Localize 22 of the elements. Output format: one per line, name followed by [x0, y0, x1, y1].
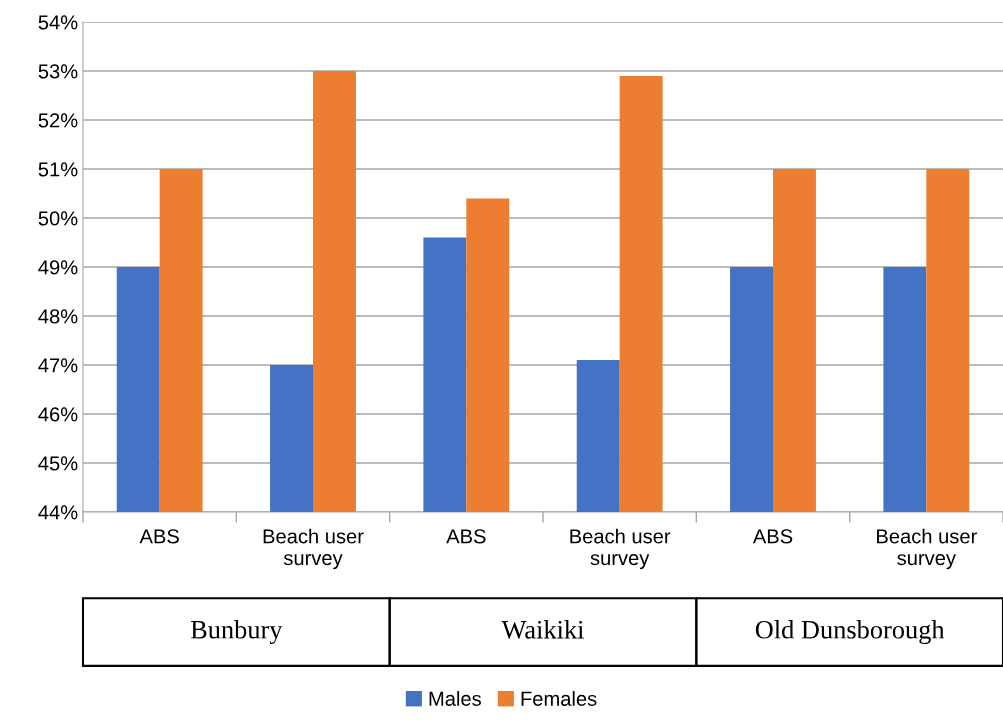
legend-label: Males: [429, 691, 481, 706]
text: Old Dunsborough: [755, 620, 945, 645]
y-tick-label: 47%: [38, 358, 78, 373]
y-tick-label: 50%: [38, 211, 78, 226]
y-tick-label: 53%: [38, 64, 78, 79]
x-tick-label: ABS: [446, 529, 486, 544]
x-tick-label: Beach user survey: [263, 528, 364, 570]
y-tick-label: 49%: [38, 260, 78, 275]
y-tick-label: 51%: [38, 162, 78, 177]
text: Bunbury: [190, 620, 283, 645]
x-tick-label: Beach user survey: [570, 528, 671, 570]
x-tick-label: Beach user survey: [877, 528, 977, 570]
y-tick-label: 46%: [38, 407, 78, 422]
y-tick-label: 44%: [38, 505, 78, 520]
x-tick-label: ABS: [139, 529, 179, 544]
x-tick-label: ABS: [752, 529, 793, 544]
y-tick-label: 48%: [38, 309, 78, 324]
y-tick-label: 52%: [38, 113, 78, 128]
y-tick-label: 45%: [38, 456, 78, 471]
y-tick-label: 54%: [38, 15, 78, 30]
legend-label: Females: [521, 691, 597, 706]
text: Waikiki: [501, 620, 584, 639]
